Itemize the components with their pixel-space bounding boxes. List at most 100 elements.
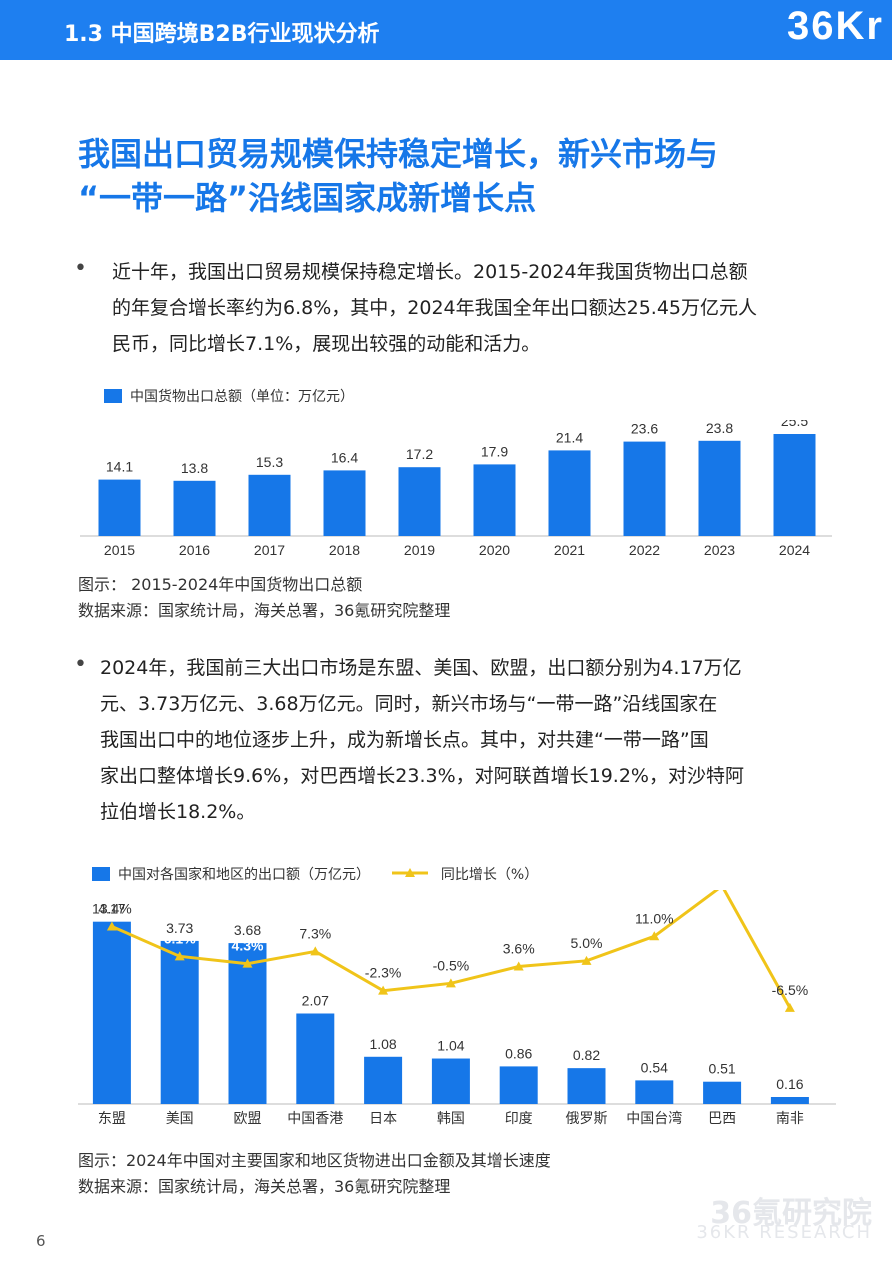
legend-line-marker xyxy=(392,868,429,877)
bar xyxy=(635,1080,674,1104)
x-tick-label: 2023 xyxy=(704,542,735,558)
paragraph-line: 我国出口中的地位逐步上升，成为新增长点。其中，对共建“一带一路”国 xyxy=(100,729,709,751)
bar-data-label: 2.07 xyxy=(302,992,329,1008)
bar-data-label: 0.51 xyxy=(708,1061,735,1077)
x-tick-label: 2015 xyxy=(104,542,135,558)
page-title: 我国出口贸易规模保持稳定增长，新兴市场与 “一带一路”沿线国家成新增长点 xyxy=(78,132,838,220)
brand-logo: 36Kr xyxy=(787,4,884,48)
x-tick-label: 巴西 xyxy=(708,1110,736,1126)
bar xyxy=(364,1056,403,1104)
growth-data-label: -0.5% xyxy=(433,957,470,973)
x-tick-label: 美国 xyxy=(166,1110,194,1126)
paragraph-line: 元、3.73万亿元、3.68万亿元。同时，新兴市场与“一带一路”沿线国家在 xyxy=(100,693,718,715)
growth-point xyxy=(310,946,321,956)
bar-data-label: 0.82 xyxy=(573,1047,600,1063)
bar xyxy=(703,1081,742,1104)
page-title-line: 我国出口贸易规模保持稳定增长，新兴市场与 xyxy=(78,135,719,173)
x-tick-label: 日本 xyxy=(369,1110,397,1126)
growth-point xyxy=(378,985,389,995)
data-label: 17.2 xyxy=(406,446,433,462)
growth-data-label: 4.3% xyxy=(232,938,264,954)
x-tick-label: 2017 xyxy=(254,542,285,558)
paragraph-line: 民币，同比增长7.1%，展现出较强的动能和活力。 xyxy=(112,333,541,355)
x-tick-label: 东盟 xyxy=(98,1110,126,1126)
bar xyxy=(248,474,291,536)
x-tick-label: 2019 xyxy=(404,542,435,558)
bar xyxy=(228,943,267,1104)
legend-swatch xyxy=(104,389,122,403)
growth-data-label: -6.5% xyxy=(772,982,809,998)
watermark-cn: 36氪研究院 xyxy=(710,1196,872,1231)
bar xyxy=(773,434,816,536)
data-label: 16.4 xyxy=(331,449,358,465)
legend-label: 中国对各国家和地区的出口额（万亿元） xyxy=(118,867,370,883)
growth-point xyxy=(581,955,592,965)
growth-point xyxy=(513,961,524,971)
paragraph-1: 近十年，我国出口贸易规模保持稳定增长。2015-2024年我国货物出口总额 的年… xyxy=(112,254,824,362)
growth-line xyxy=(111,890,792,1009)
export-total-chart: 14.1 2015 13.8 2016 15.3 2017 16.4 2018 17.2 2019… xyxy=(80,420,832,558)
growth-point xyxy=(649,931,660,941)
data-label: 17.9 xyxy=(481,443,508,459)
paragraph-line: 的年复合增长率约为6.8%，其中，2024年我国全年出口额达25.45万亿元人 xyxy=(112,297,758,319)
x-tick-label: 2022 xyxy=(629,542,660,558)
bar-data-label: 3.68 xyxy=(234,922,261,938)
section-title: 1.3 中国跨境B2B行业现状分析 xyxy=(64,22,380,47)
bar-data-label: 4.17 xyxy=(98,901,125,917)
bar xyxy=(98,479,141,536)
bar xyxy=(296,1013,335,1104)
x-tick-label: 欧盟 xyxy=(234,1110,262,1126)
growth-point xyxy=(784,1002,795,1012)
bar xyxy=(160,940,199,1104)
bar xyxy=(698,440,741,536)
bar xyxy=(499,1066,538,1104)
growth-point xyxy=(174,951,185,961)
x-tick-label: 南非 xyxy=(776,1110,804,1126)
data-source: 数据来源：国家统计局，海关总署，36氪研究院整理 xyxy=(78,1177,451,1196)
growth-point xyxy=(445,978,456,988)
x-tick-label: 印度 xyxy=(505,1110,533,1126)
growth-data-label: 5.0% xyxy=(571,935,603,951)
page-title-line: “一带一路”沿线国家成新增长点 xyxy=(78,179,537,217)
data-source: 数据来源：国家统计局，海关总署，36氪研究院整理 xyxy=(78,601,451,620)
header-bar: 1.3 中国跨境B2B行业现状分析 36Kr xyxy=(0,0,892,60)
bar xyxy=(398,467,441,536)
growth-point xyxy=(242,958,253,968)
growth-data-label: 11.0% xyxy=(635,910,674,926)
data-label: 14.1 xyxy=(106,459,133,475)
bar xyxy=(567,1068,606,1104)
x-tick-label: 俄罗斯 xyxy=(566,1110,608,1126)
bar xyxy=(173,480,216,536)
chart-caption: 图示： 2015-2024年中国货物出口总额 xyxy=(78,575,363,594)
legend-label: 同比增长（%） xyxy=(440,867,539,883)
growth-point xyxy=(106,921,117,931)
growth-data-label: 6.1% xyxy=(164,930,196,946)
bar xyxy=(623,441,666,536)
bar xyxy=(548,450,591,536)
chart1-legend: 中国货物出口总额（单位：万亿元） xyxy=(104,386,354,406)
bar-data-label: 0.86 xyxy=(505,1045,532,1061)
bullet-marker: • xyxy=(74,652,87,677)
growth-data-label: 3.6% xyxy=(503,941,535,957)
x-tick-label: 2020 xyxy=(479,542,510,558)
bar xyxy=(431,1058,470,1104)
bar xyxy=(473,464,516,536)
bar-data-label: 3.73 xyxy=(166,920,193,936)
x-tick-label: 韩国 xyxy=(437,1110,465,1126)
data-label: 13.8 xyxy=(181,460,208,476)
x-tick-label: 2021 xyxy=(554,542,585,558)
chart2-legend: 中国对各国家和地区的出口额（万亿元） 同比增长（%） xyxy=(92,864,538,884)
data-label: 15.3 xyxy=(256,454,283,470)
data-label: 23.8 xyxy=(706,420,733,436)
paragraph-2: 2024年，我国前三大出口市场是东盟、美国、欧盟，出口额分别为4.17万亿 元、… xyxy=(100,650,812,830)
legend-label: 中国货物出口总额（单位：万亿元） xyxy=(130,389,354,405)
x-tick-label: 2024 xyxy=(779,542,810,558)
chart1-caption: 图示： 2015-2024年中国货物出口总额 数据来源：国家统计局，海关总署，3… xyxy=(78,572,450,624)
data-label: 21.4 xyxy=(556,429,583,445)
bar-data-label: 0.54 xyxy=(641,1059,668,1075)
data-label: 25.5 xyxy=(781,420,808,429)
bar xyxy=(770,1097,809,1104)
bar-data-label: 0.16 xyxy=(776,1076,803,1092)
data-label: 23.6 xyxy=(631,421,658,437)
growth-data-label: 7.3% xyxy=(299,925,331,941)
